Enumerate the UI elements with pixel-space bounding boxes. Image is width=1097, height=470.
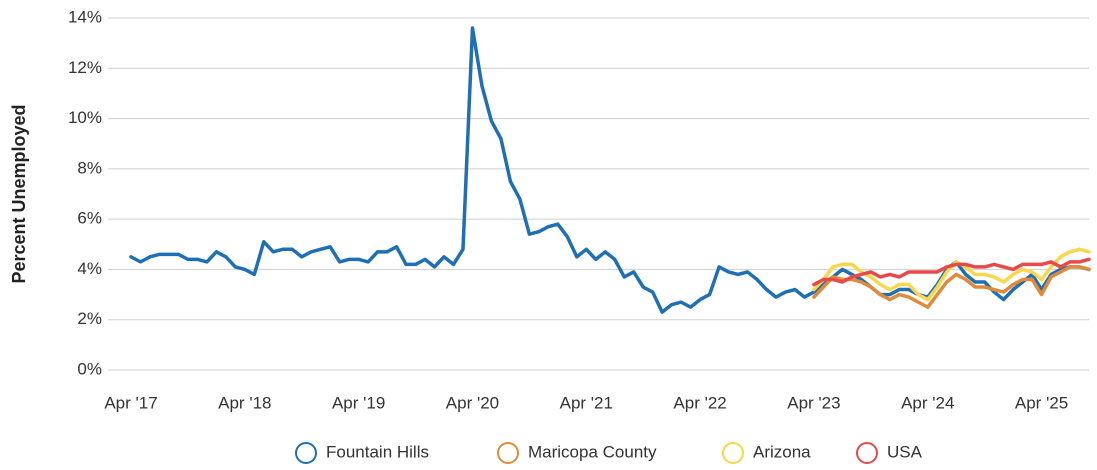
x-tick-label: Apr '24 [901, 393, 954, 412]
series-line [812, 257, 1091, 287]
y-axis-label: Percent Unemployed [9, 104, 29, 283]
y-tick-label: 6% [77, 209, 102, 228]
y-tick-label: 8% [77, 158, 102, 177]
y-tick-label: 10% [68, 108, 102, 127]
y-tick-label: 12% [68, 58, 102, 77]
x-tick-label: Apr '22 [673, 393, 726, 412]
y-tick-label: 4% [77, 259, 102, 278]
y-tick-label: 2% [77, 309, 102, 328]
x-tick-label: Apr '17 [104, 393, 157, 412]
y-tick-label: 0% [77, 359, 102, 378]
legend-marker [497, 442, 519, 464]
series-line [812, 265, 1091, 309]
x-tick-label: Apr '23 [787, 393, 840, 412]
legend-marker [856, 442, 878, 464]
legend-marker [295, 442, 317, 464]
legend-marker [722, 442, 744, 464]
y-tick-label: 14% [68, 7, 102, 26]
legend-label: Fountain Hills [326, 442, 429, 461]
legend-label: Arizona [753, 442, 811, 461]
x-tick-label: Apr '21 [560, 393, 613, 412]
legend-label: Maricopa County [528, 442, 657, 461]
x-tick-label: Apr '20 [446, 393, 499, 412]
legend-label: USA [887, 442, 923, 461]
x-tick-label: Apr '19 [332, 393, 385, 412]
x-tick-label: Apr '25 [1015, 393, 1068, 412]
x-tick-label: Apr '18 [218, 393, 271, 412]
